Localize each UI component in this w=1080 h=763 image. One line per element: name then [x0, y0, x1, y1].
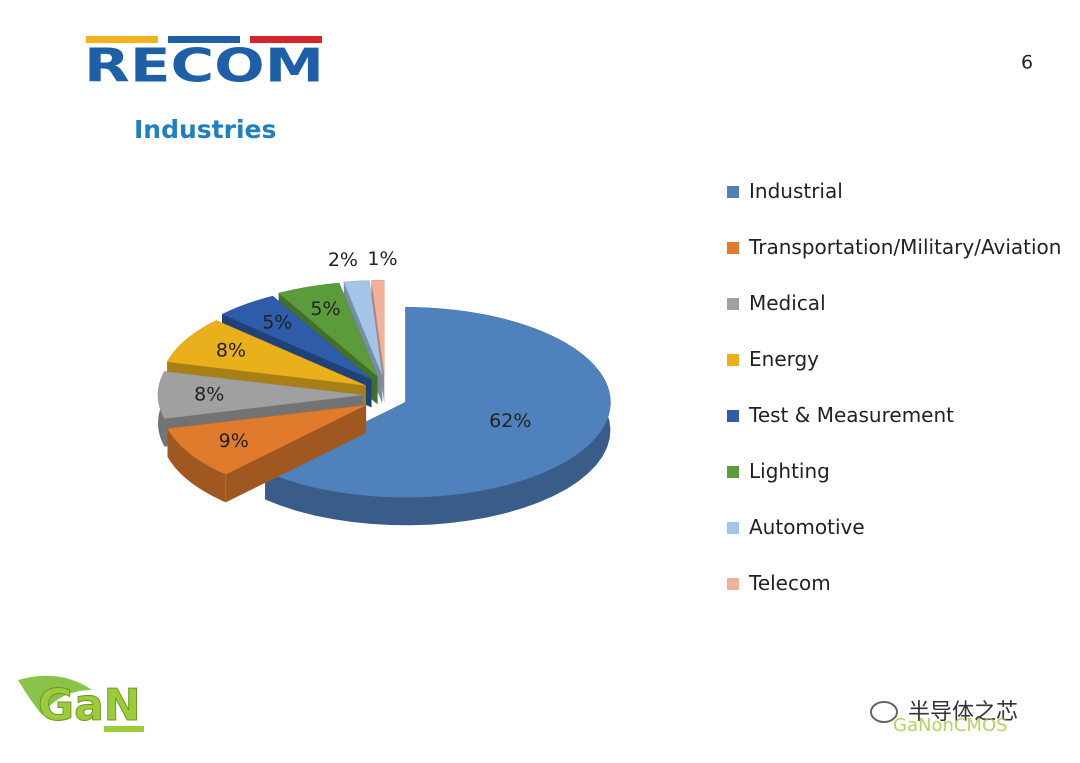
legend-label: Industrial [749, 179, 843, 203]
slice [166, 320, 366, 386]
data-label: 5% [310, 298, 340, 320]
logo: RECOM [84, 39, 324, 93]
legend-label: Automotive [749, 515, 865, 539]
slice [264, 307, 611, 498]
pie: 62% 9% 8% 8% 5% 5% 2% 1% [157, 248, 611, 526]
chart-title: Industries [134, 115, 276, 144]
legend-label: Medical [749, 291, 826, 315]
footer-logo: GaN [38, 680, 141, 731]
watermark: 半导体之芯 [908, 700, 1018, 725]
legend-item: Transportation/Military/Aviation [727, 232, 1061, 288]
legend-swatch [727, 466, 739, 478]
data-label: 8% [194, 384, 224, 406]
slice [167, 404, 367, 475]
logo-bar [168, 36, 240, 43]
legend-swatch [727, 578, 739, 590]
wechat-icon [870, 701, 898, 723]
gan-leaf [18, 675, 92, 715]
slice [221, 295, 372, 380]
legend-label: Lighting [749, 459, 830, 483]
legend-swatch [727, 186, 739, 198]
legend-item: Medical [727, 288, 1047, 344]
legend-label: Transportation/Military/Aviation [749, 235, 1062, 259]
legend-item: Energy [727, 344, 1047, 400]
logo-bar [86, 36, 158, 43]
legend-label: Test & Measurement [749, 403, 954, 427]
logo-bar [250, 36, 322, 43]
data-label: 9% [219, 430, 249, 452]
slice-side [265, 307, 611, 526]
data-label: 62% [489, 410, 531, 432]
legend-item: Industrial [727, 176, 1047, 232]
legend-swatch [727, 242, 739, 254]
legend-label: Energy [749, 347, 820, 371]
legend-item: Test & Measurement [727, 400, 1047, 456]
gan-bar [104, 726, 144, 732]
data-label: 1% [367, 248, 397, 270]
legend-item: Automotive [727, 512, 1047, 568]
legend-swatch [727, 354, 739, 366]
legend-label: Telecom [749, 571, 831, 595]
data-label: 8% [216, 340, 246, 362]
legend-swatch [727, 522, 739, 534]
slice [343, 280, 383, 376]
slice [278, 282, 378, 377]
legend-swatch [727, 410, 739, 422]
legend-item: Telecom [727, 568, 1047, 624]
legend: Industrial Transportation/Military/Aviati… [727, 176, 1061, 624]
page-number: 6 [1021, 52, 1033, 74]
slice [371, 279, 385, 376]
data-label: 2% [328, 249, 358, 271]
watermark-sub: GaNonCMOS [893, 715, 1008, 736]
slice [157, 371, 364, 419]
data-label: 5% [262, 312, 292, 334]
legend-item: Lighting [727, 456, 1047, 512]
legend-swatch [727, 298, 739, 310]
